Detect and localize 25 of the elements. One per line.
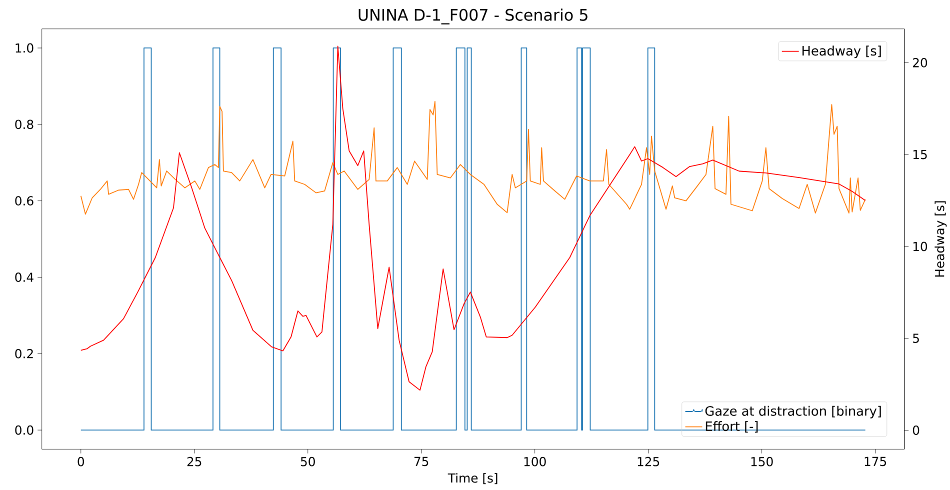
y-tick-label: 0.2 [15, 348, 33, 358]
y-tick-label: 1.0 [16, 43, 34, 53]
x-tick-label: 0 [78, 456, 84, 466]
y2-tick-label: 5 [913, 334, 919, 343]
y2-tick-label: 15 [913, 150, 927, 160]
y-tick-label: 0.6 [15, 196, 34, 206]
y2-tick-label: 0 [912, 426, 920, 435]
y2-axis-title: Headway [s] [934, 201, 947, 277]
x-axis-title: Time [s] [448, 473, 498, 484]
chart-title: UNINA D-1_F007 - Scenario 5 [358, 8, 588, 24]
y-tick-label: 0.0 [15, 425, 34, 435]
line-series [80, 101, 866, 215]
y-tick-label: 0.4 [15, 272, 34, 282]
legend-label: Headway [s] [802, 46, 881, 58]
y2-tick-label: 20 [913, 58, 928, 68]
legend-label: Gaze at distraction [binary] [705, 406, 881, 418]
x-tick-label: 25 [187, 456, 202, 466]
y2-tick-label: 10 [913, 242, 928, 252]
x-tick-label: 125 [638, 456, 660, 466]
x-tick-label: 50 [300, 456, 315, 466]
x-tick-label: 150 [751, 456, 773, 466]
x-tick-label: 75 [414, 456, 428, 466]
x-tick-label: 175 [864, 456, 886, 466]
y-tick-label: 0.8 [15, 120, 34, 130]
x-tick-label: 100 [524, 456, 546, 466]
